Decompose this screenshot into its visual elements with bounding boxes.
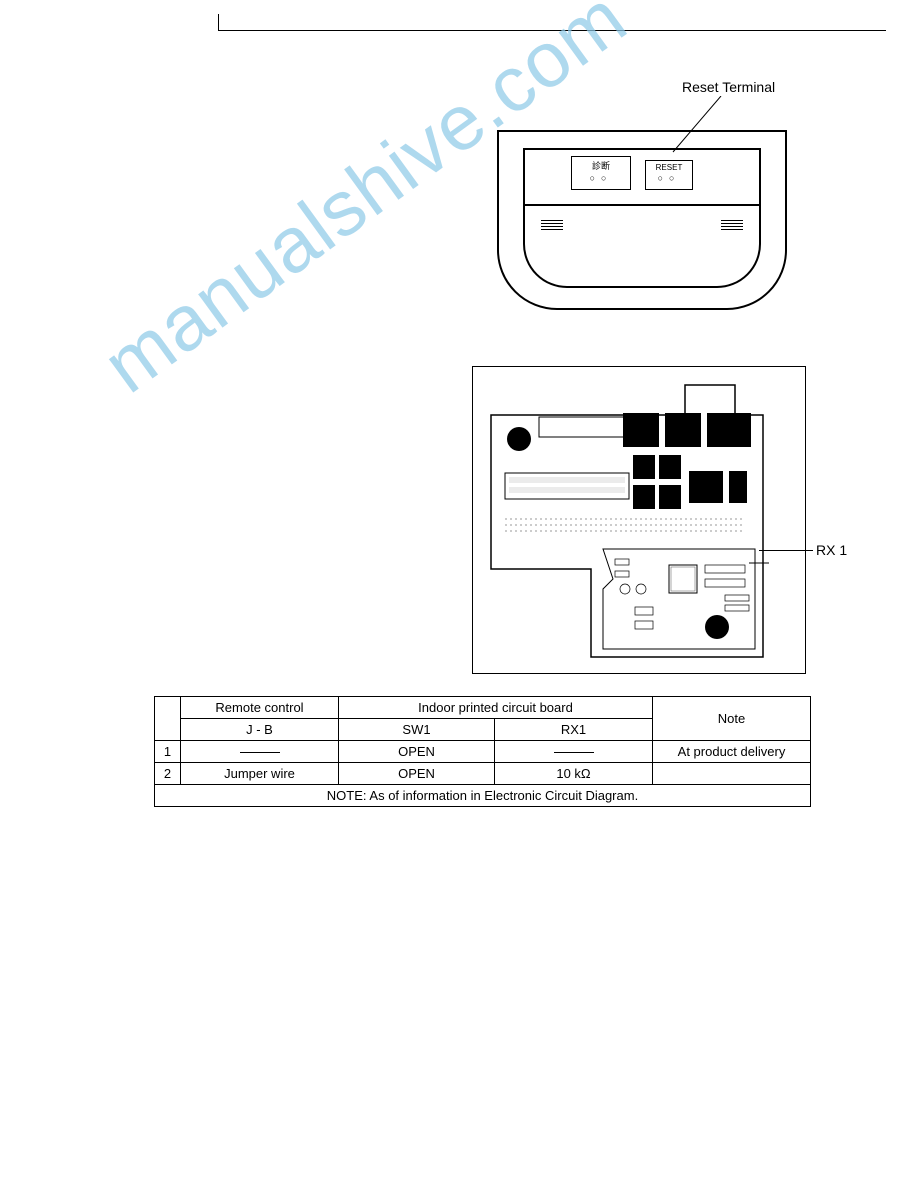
diagnostic-label: 診断 bbox=[572, 159, 630, 172]
diagnostic-box: 診断 ○○ bbox=[571, 156, 631, 190]
th-sw1: SW1 bbox=[339, 719, 495, 741]
cell-note bbox=[653, 763, 811, 785]
page-top-rule bbox=[218, 30, 886, 31]
cell-rc bbox=[181, 741, 339, 763]
diagnostic-terminals-icon: ○○ bbox=[572, 173, 630, 183]
table-row: 2 Jumper wire OPEN 10 kΩ bbox=[155, 763, 811, 785]
reset-box: RESET ○○ bbox=[645, 160, 693, 190]
cell-sw: OPEN bbox=[339, 763, 495, 785]
cell-rx: 10 kΩ bbox=[495, 763, 653, 785]
th-rx1: RX1 bbox=[495, 719, 653, 741]
table-header-blank bbox=[155, 697, 181, 741]
rx1-callout-line bbox=[759, 550, 813, 551]
reset-terminal-label: Reset Terminal bbox=[682, 79, 775, 95]
cell-note: At product delivery bbox=[653, 741, 811, 763]
cell-rx bbox=[495, 741, 653, 763]
rx1-callout-label: RX 1 bbox=[816, 542, 847, 558]
config-table: Remote control Indoor printed circuit bo… bbox=[154, 696, 811, 807]
table-footnote-row: NOTE: As of information in Electronic Ci… bbox=[155, 785, 811, 807]
em-dash-icon bbox=[240, 752, 280, 753]
table-header-row-1: Remote control Indoor printed circuit bo… bbox=[155, 697, 811, 719]
remote-control-diagram: 診断 ○○ RESET ○○ bbox=[497, 130, 787, 310]
reset-label: RESET bbox=[646, 163, 692, 172]
grille-left-icon bbox=[541, 220, 563, 233]
th-remote-control: Remote control bbox=[181, 697, 339, 719]
page-top-rule-left bbox=[218, 14, 219, 31]
cell-rc: Jumper wire bbox=[181, 763, 339, 785]
table-row: 1 OPEN At product delivery bbox=[155, 741, 811, 763]
grille-right-icon bbox=[721, 220, 743, 233]
th-jb: J - B bbox=[181, 719, 339, 741]
pcb-diagram bbox=[485, 379, 769, 663]
remote-lid-seam bbox=[523, 204, 761, 206]
remote-inner-panel bbox=[523, 148, 761, 288]
th-note: Note bbox=[653, 697, 811, 741]
table-footnote: NOTE: As of information in Electronic Ci… bbox=[155, 785, 811, 807]
th-indoor-pcb: Indoor printed circuit board bbox=[339, 697, 653, 719]
em-dash-icon bbox=[554, 752, 594, 753]
cell-sw: OPEN bbox=[339, 741, 495, 763]
reset-terminals-icon: ○○ bbox=[646, 173, 692, 183]
pcb-illustration-icon bbox=[485, 379, 769, 663]
cell-idx: 1 bbox=[155, 741, 181, 763]
pcb-diagram-frame bbox=[472, 366, 806, 674]
cell-idx: 2 bbox=[155, 763, 181, 785]
